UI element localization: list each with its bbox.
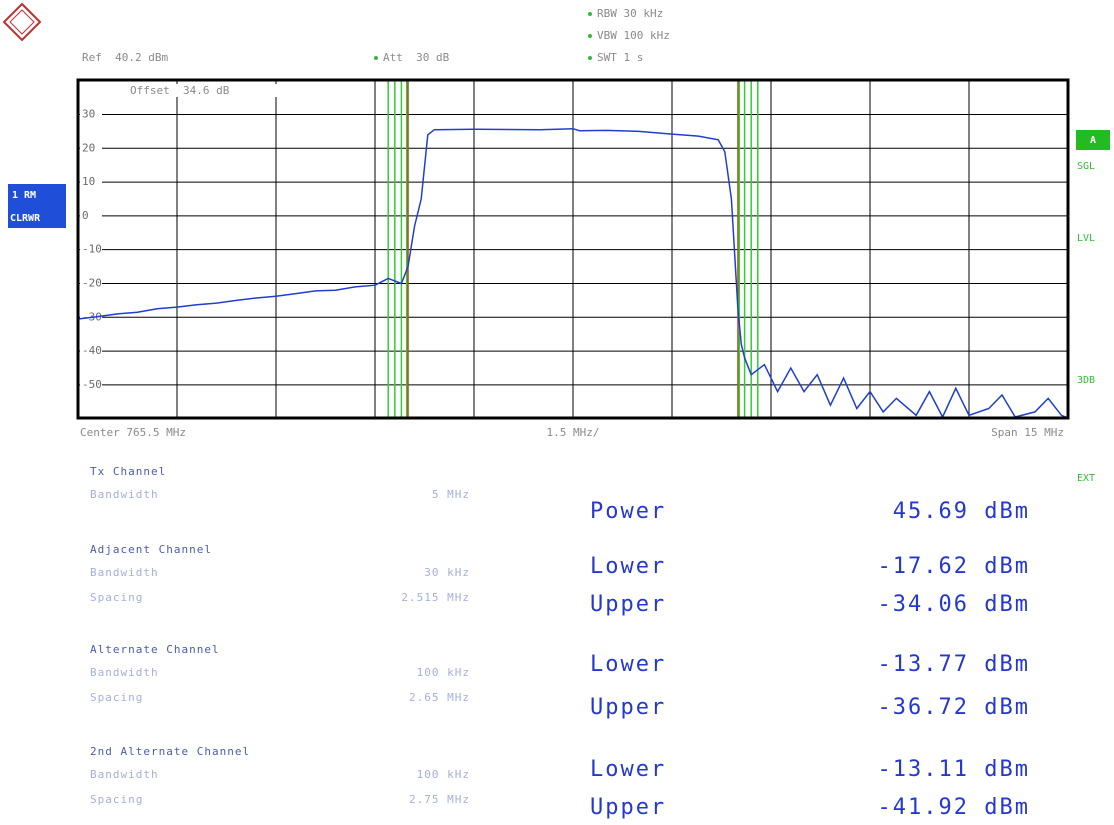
center: Center 765.5 MHz xyxy=(80,426,186,439)
offset: Offset 34.6 dB xyxy=(130,84,230,97)
star xyxy=(588,56,592,60)
tick-bg xyxy=(80,345,102,358)
result-label: Upper xyxy=(590,795,666,820)
result-label: Upper xyxy=(590,695,666,720)
row-label: Bandwidth xyxy=(90,566,159,579)
tick-bg xyxy=(80,378,102,391)
y-tick-label: 0 xyxy=(82,209,89,222)
row-label: Spacing xyxy=(90,691,143,704)
row-value: 100 kHz xyxy=(417,666,470,679)
trace-clrwr: CLRWR xyxy=(10,213,41,224)
side-sgl: SGL xyxy=(1077,161,1095,172)
tick-bg xyxy=(80,277,102,290)
result-value: 45.69 dBm xyxy=(893,499,1030,524)
result-value: -36.72 dBm xyxy=(878,695,1030,720)
side-lvl: LVL xyxy=(1077,233,1095,244)
tick-bg xyxy=(80,176,102,189)
result-value: -34.06 dBm xyxy=(878,592,1030,617)
a-badge xyxy=(1076,130,1110,150)
y-tick-label: -10 xyxy=(82,243,102,256)
ref-level: Ref 40.2 dBm xyxy=(82,51,168,64)
row-label: Spacing xyxy=(90,793,143,806)
y-tick-label: -20 xyxy=(82,276,102,289)
plot-frame xyxy=(76,78,1070,420)
result-value: -13.77 dBm xyxy=(878,652,1030,677)
tick-bg xyxy=(80,108,102,121)
span: Span 15 MHz xyxy=(991,426,1064,439)
star xyxy=(588,34,592,38)
result-value: -13.11 dBm xyxy=(878,757,1030,782)
side-3db: 3DB xyxy=(1077,375,1095,386)
offset-bg xyxy=(128,84,308,97)
star xyxy=(374,56,378,60)
result-value: -41.92 dBm xyxy=(878,795,1030,820)
tick-bg xyxy=(80,243,102,256)
swt: SWT 1 s xyxy=(597,51,643,64)
vbw: VBW 100 kHz xyxy=(597,29,670,42)
row-value: 2.75 MHz xyxy=(409,793,470,806)
tick-bg xyxy=(80,209,102,222)
channel-title: 2nd Alternate Channel xyxy=(90,745,250,758)
row-label: Spacing xyxy=(90,591,143,604)
result-label: Lower xyxy=(590,554,666,579)
result-label: Power xyxy=(590,499,666,524)
channel-title: Adjacent Channel xyxy=(90,543,212,556)
row-value: 2.515 MHz xyxy=(401,591,470,604)
y-tick-label: 30 xyxy=(82,107,95,120)
trace-badge xyxy=(8,184,66,228)
y-tick-label: 10 xyxy=(82,175,95,188)
trace-mode: 1 RM xyxy=(12,190,36,201)
y-tick-label: -40 xyxy=(82,344,102,357)
row-value: 2.65 MHz xyxy=(409,691,470,704)
row-label: Bandwidth xyxy=(90,666,159,679)
channel-title: Alternate Channel xyxy=(90,643,220,656)
result-label: Lower xyxy=(590,652,666,677)
trace xyxy=(77,127,1069,419)
division: 1.5 MHz/ xyxy=(547,426,600,439)
rbw: RBW 30 kHz xyxy=(597,7,663,20)
result-value: -17.62 dBm xyxy=(878,554,1030,579)
row-value: 5 MHz xyxy=(432,488,470,501)
row-label: Bandwidth xyxy=(90,768,159,781)
row-value: 30 kHz xyxy=(424,566,470,579)
y-tick-label: 20 xyxy=(82,141,95,154)
star xyxy=(588,12,592,16)
attenuation: Att 30 dB xyxy=(383,51,450,64)
side-a: A xyxy=(1090,135,1096,146)
logo xyxy=(2,2,42,42)
tick-bg xyxy=(80,142,102,155)
side-ext: EXT xyxy=(1077,473,1095,484)
row-value: 100 kHz xyxy=(417,768,470,781)
row-label: Bandwidth xyxy=(90,488,159,501)
result-label: Upper xyxy=(590,592,666,617)
y-tick-label: -50 xyxy=(82,378,102,391)
result-label: Lower xyxy=(590,757,666,782)
channel-title: Tx Channel xyxy=(90,465,166,478)
